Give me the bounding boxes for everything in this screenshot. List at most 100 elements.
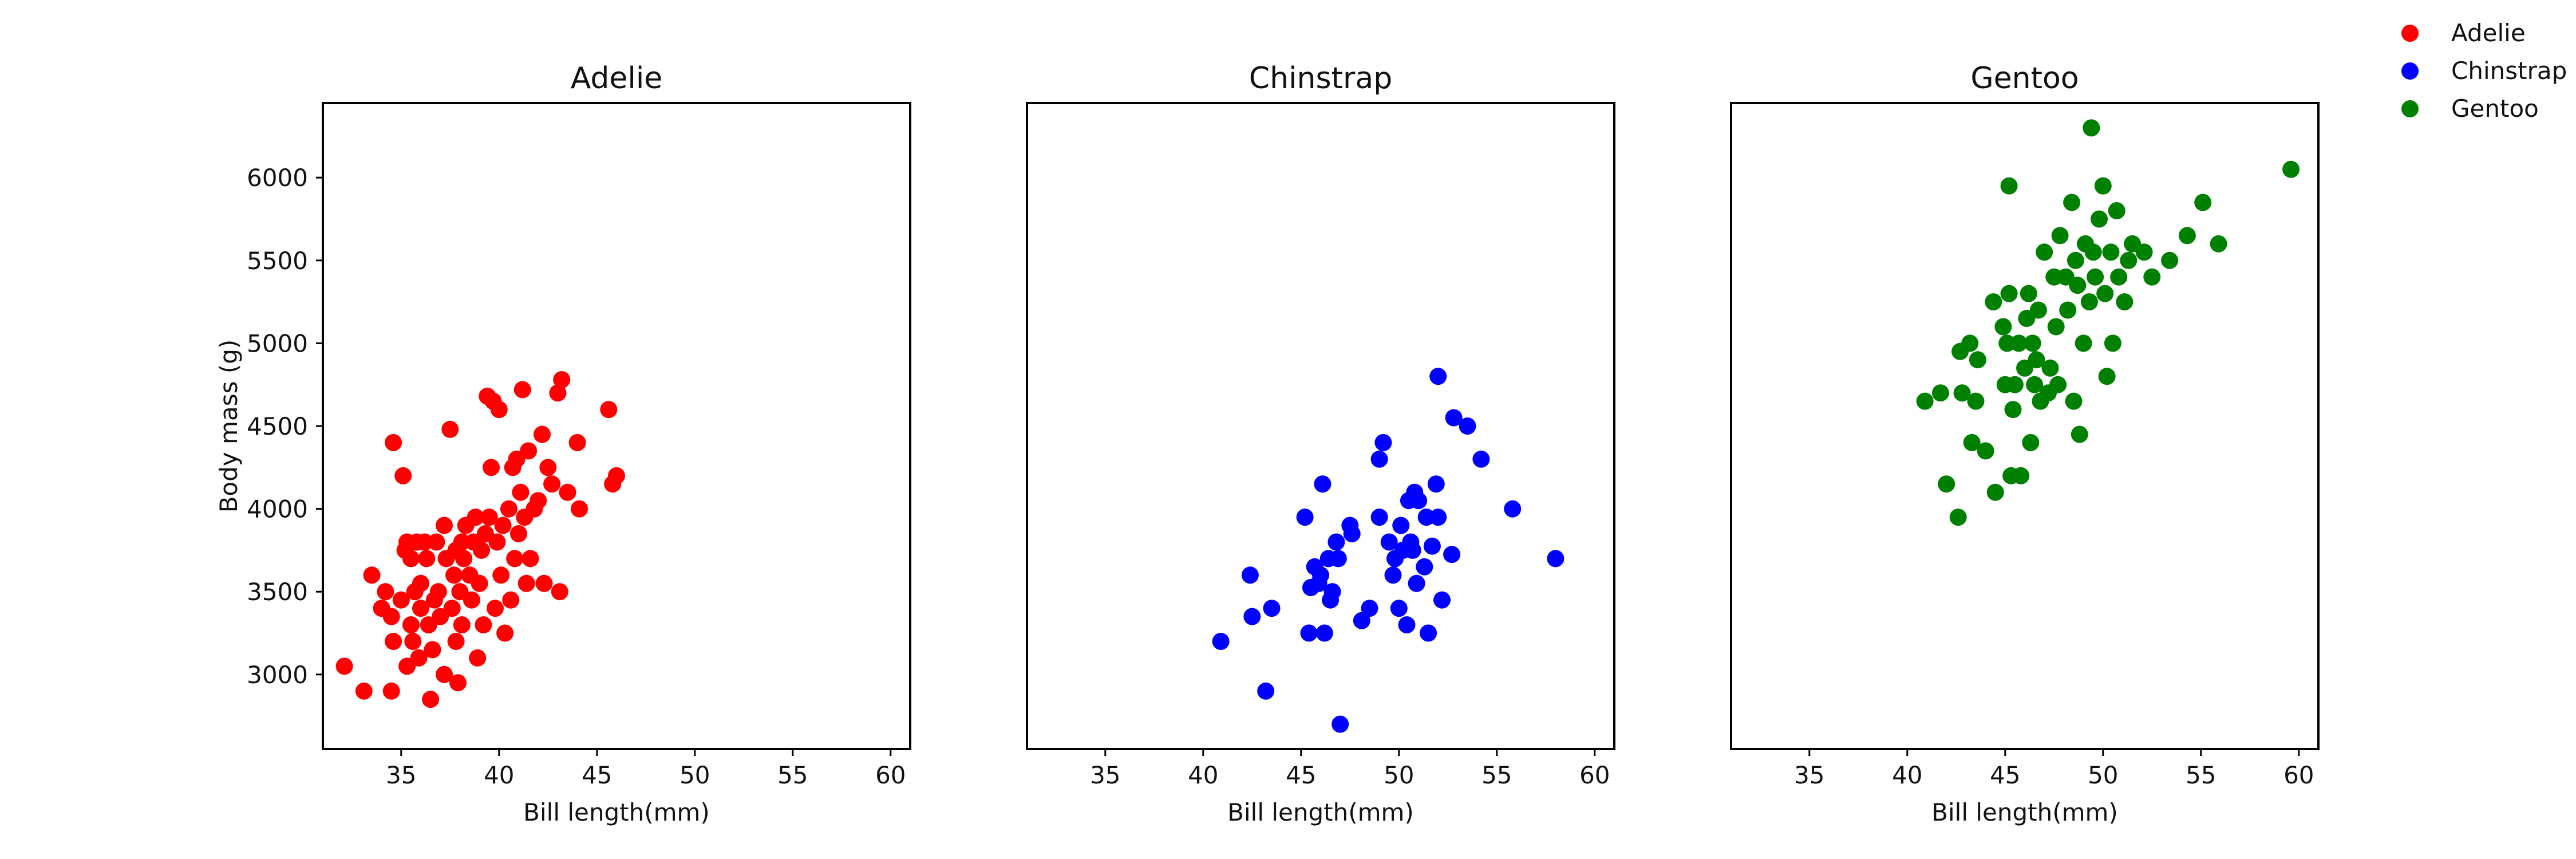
y-tick-label: 6000 [247,164,308,192]
data-point [543,475,561,493]
data-point [1429,368,1447,385]
data-point [2028,351,2045,369]
data-point [2282,160,2300,178]
legend-label: Gentoo [2451,94,2539,123]
data-point [535,574,553,592]
data-point [1327,533,1345,551]
data-point [335,657,353,675]
data-point [534,425,551,443]
data-point [1370,450,1388,468]
x-tick-label: 45 [1286,761,1316,789]
data-point [1427,475,1445,493]
data-point [377,583,394,601]
data-point [1445,409,1463,427]
plot-frame [1730,102,2320,750]
data-point [513,381,531,399]
data-point [1212,633,1230,650]
data-point [492,566,510,584]
data-point [1410,492,1427,510]
data-point [416,533,433,551]
data-point [418,550,436,568]
x-tick-label: 50 [2088,761,2118,789]
x-tick-label: 50 [679,761,710,789]
x-tick-label: 50 [1384,761,1414,789]
data-point [424,641,441,659]
x-tick-label: 40 [1892,761,1922,789]
data-point [402,616,420,634]
data-point [2000,285,2018,302]
data-point [1408,574,1425,592]
data-point [2020,285,2037,302]
chart-panels: Adelie 35 40 45 50 55 60 Bill length(mm) 3000 350… [215,61,2320,826]
data-point [1315,624,1333,642]
data-point [2022,434,2040,451]
data-point [2049,376,2067,393]
y-tick-label: 3500 [247,578,308,606]
data-point [2135,243,2153,261]
data-point [1429,509,1447,526]
data-point [429,583,447,601]
data-point [2059,301,2077,319]
data-point [530,492,547,510]
data-point [1420,624,1437,642]
x-tick-label: 40 [484,761,514,789]
data-point [571,500,588,518]
data-point [1323,583,1341,601]
data-point [1263,600,1281,617]
data-point [1963,434,1981,451]
data-point [2080,293,2098,311]
data-point [1969,351,1986,369]
data-point [2143,268,2161,286]
legend-label: Adelie [2451,19,2526,47]
data-point [502,591,520,609]
data-point [568,434,586,451]
data-point [1398,616,1416,634]
data-point [1961,334,1979,352]
data-point [559,483,576,501]
data-point [2098,368,2116,385]
data-point [1374,434,1392,451]
legend-entry-chinstrap: Chinstrap [2401,57,2567,85]
data-point [2047,318,2065,336]
legend-marker [2401,100,2419,117]
data-point [1985,293,2002,311]
data-point [422,691,440,708]
x-axis-label: Bill length(mm) [1227,798,1414,826]
data-point [1380,533,1398,551]
data-point [1994,318,2012,336]
data-point [392,591,410,609]
data-point [549,384,567,402]
data-point [1361,600,1378,617]
data-point [363,566,381,584]
data-point [1312,566,1329,584]
legend-marker [2401,62,2419,80]
data-point [494,517,512,534]
data-point [453,616,471,634]
data-point [394,467,412,484]
data-point [2108,202,2125,219]
data-point [2075,334,2092,352]
x-tick-label: 55 [2186,761,2216,789]
data-point [473,541,490,559]
data-point [2041,359,2059,377]
data-point [404,633,422,650]
data-point [449,674,467,692]
data-point [1504,500,1522,518]
data-point [2084,243,2102,261]
data-point [2110,268,2128,286]
panel-title: Chinstrap [1249,61,1392,96]
legend-label: Chinstrap [2451,57,2567,85]
data-point [2102,243,2120,261]
data-point [2004,401,2022,419]
data-point [1404,541,1421,559]
x-tick-label: 55 [777,761,808,789]
x-tick-label: 40 [1188,761,1218,789]
data-point [2006,376,2024,393]
y-tick-label: 5500 [247,247,308,275]
data-point [2036,243,2053,261]
y-tick-label: 3000 [247,661,308,689]
data-point [467,509,484,526]
data-point [1977,442,1994,460]
data-point [2083,119,2100,137]
data-point [1433,591,1451,609]
